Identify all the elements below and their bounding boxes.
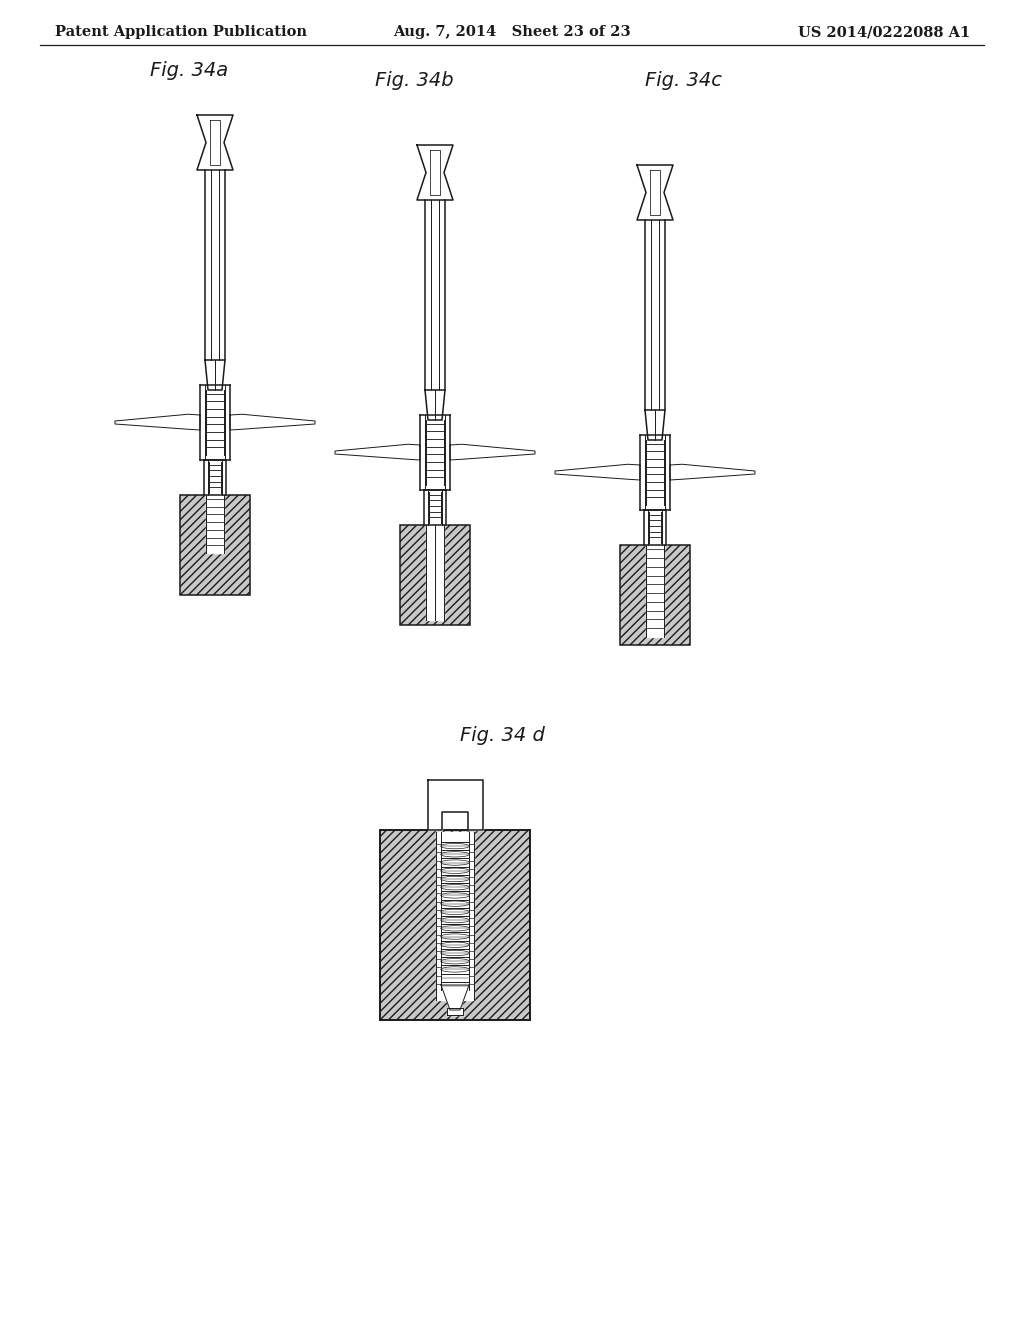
Polygon shape [640,436,670,510]
Polygon shape [436,832,474,1001]
Polygon shape [420,414,450,490]
Polygon shape [426,420,444,484]
Polygon shape [424,490,446,525]
Polygon shape [450,445,535,459]
Polygon shape [204,459,226,495]
Polygon shape [209,462,221,492]
Text: Aug. 7, 2014   Sheet 23 of 23: Aug. 7, 2014 Sheet 23 of 23 [393,25,631,40]
Text: Fig. 34 d: Fig. 34 d [460,726,545,744]
Polygon shape [441,985,469,1010]
Polygon shape [205,170,225,360]
Polygon shape [429,492,441,523]
Polygon shape [447,1008,463,1015]
Polygon shape [426,525,444,620]
Polygon shape [205,360,225,389]
Polygon shape [441,985,469,1010]
Bar [620,545,690,645]
Polygon shape [417,145,453,201]
Bar [380,830,530,1020]
Polygon shape [115,414,200,430]
Polygon shape [645,411,665,440]
Polygon shape [335,445,420,459]
Polygon shape [206,495,224,553]
Text: Fig. 34a: Fig. 34a [150,61,228,81]
Text: Patent Application Publication: Patent Application Publication [55,25,307,40]
Polygon shape [645,220,665,411]
Polygon shape [230,414,315,430]
Bar [180,495,250,595]
Text: Fig. 34c: Fig. 34c [645,71,722,90]
Polygon shape [649,512,662,543]
Polygon shape [200,385,230,459]
Polygon shape [555,465,640,480]
Polygon shape [637,165,673,220]
Polygon shape [425,389,445,420]
Polygon shape [644,510,666,545]
Text: US 2014/0222088 A1: US 2014/0222088 A1 [798,25,970,40]
Polygon shape [427,780,482,830]
Polygon shape [425,201,445,389]
Polygon shape [646,545,664,638]
Polygon shape [670,465,755,480]
Bar [400,525,470,624]
Polygon shape [197,115,233,170]
Text: Fig. 34b: Fig. 34b [375,71,454,90]
Polygon shape [206,389,224,455]
Polygon shape [646,440,664,506]
